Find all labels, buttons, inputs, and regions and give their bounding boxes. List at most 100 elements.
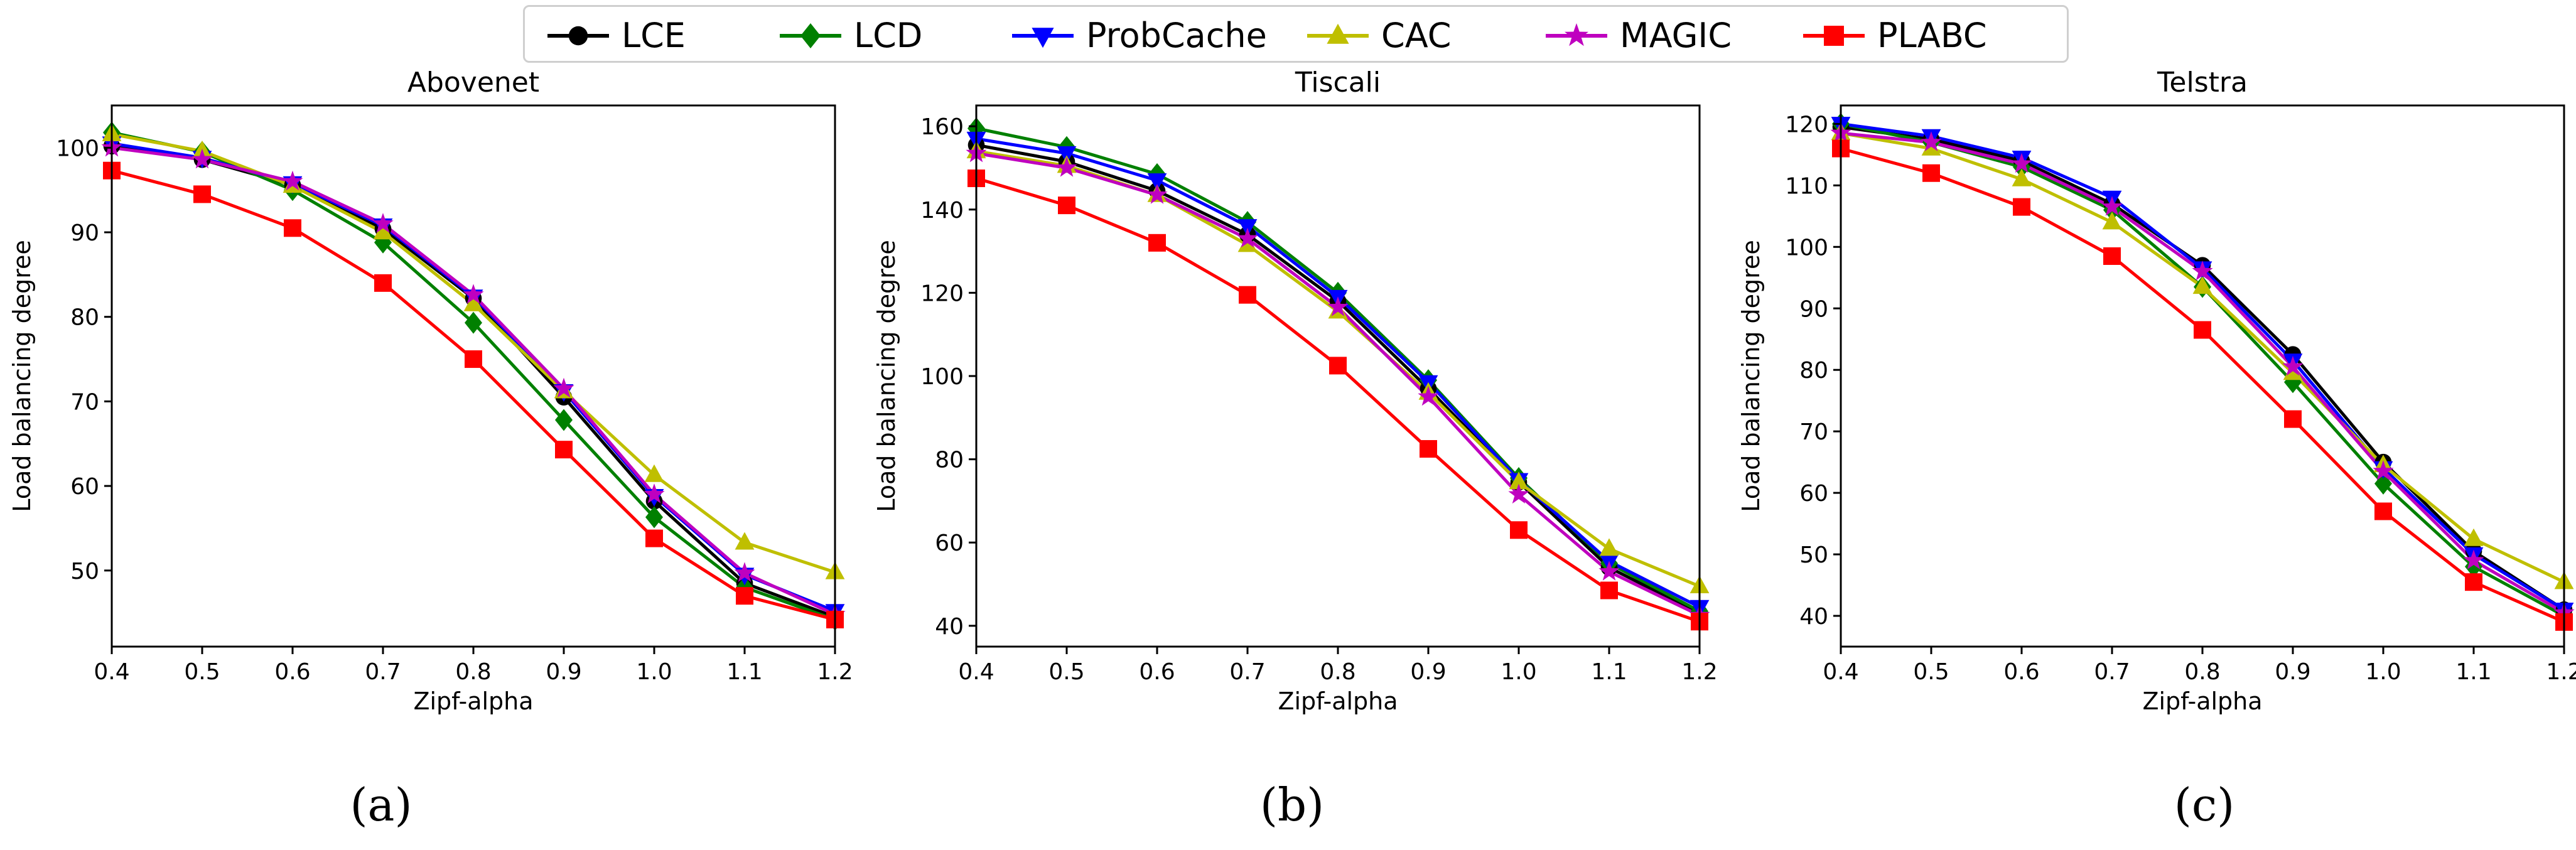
y-tick-label: 60 [1799, 481, 1828, 507]
caption-c: (c) [2174, 778, 2235, 831]
legend-marker-lce [568, 26, 588, 46]
y-tick-label: 160 [920, 114, 964, 140]
x-axis-title: Zipf-alpha [2142, 687, 2262, 715]
data-point-plabc [1420, 440, 1437, 458]
legend: LCE LCD ProbCache CAC MAGIC PLABC [523, 5, 2069, 63]
x-tick-label: 0.6 [274, 659, 310, 685]
y-tick-label: 90 [1799, 296, 1828, 322]
data-point-magic [1418, 385, 1439, 406]
subplot-title: Tiscali [1295, 67, 1381, 99]
data-point-cac [373, 222, 393, 240]
x-tick-label: 0.9 [546, 659, 581, 685]
y-tick-label: 40 [1799, 604, 1828, 630]
data-point-magic [372, 213, 394, 233]
legend-label-plabc: PLABC [1877, 16, 1987, 55]
data-point-probcache [1147, 173, 1167, 191]
data-point-magic [2011, 153, 2032, 173]
legend-label-lce: LCE [622, 16, 686, 55]
data-point-cac [463, 293, 483, 311]
x-tick-label: 0.5 [184, 659, 220, 685]
data-point-lcd [645, 506, 663, 529]
y-tick-label: 120 [920, 281, 964, 306]
y-axis-title: Load balancing degree [1737, 240, 1765, 512]
data-point-cac [1509, 471, 1529, 490]
data-point-plabc [2013, 198, 2030, 216]
data-point-magic [1146, 184, 1168, 204]
x-tick-label: 0.6 [1139, 659, 1175, 685]
x-tick-label: 1.1 [1591, 659, 1627, 685]
caption-a: (a) [350, 778, 412, 831]
x-tick-label: 0.8 [2184, 659, 2220, 685]
x-tick-label: 1.0 [636, 659, 672, 685]
x-tick-label: 1.2 [817, 659, 853, 685]
x-tick-label: 0.5 [1913, 659, 1949, 685]
x-tick-label: 0.4 [958, 659, 994, 685]
x-axis-title: Zipf-alpha [1278, 687, 1398, 715]
data-point-plabc [465, 350, 482, 369]
data-point-plabc [1600, 581, 1618, 600]
x-tick-label: 0.5 [1048, 659, 1084, 685]
x-tick-label: 0.9 [2275, 659, 2310, 685]
y-tick-label: 110 [1785, 173, 1828, 199]
plot-frame [1840, 104, 2565, 648]
y-tick-label: 140 [920, 198, 964, 223]
data-point-cac [1237, 234, 1258, 252]
data-point-plabc [2284, 410, 2302, 428]
data-point-magic [1327, 296, 1349, 316]
x-tick-label: 0.4 [94, 659, 129, 685]
data-point-magic [463, 284, 484, 304]
legend-marker-probcache [1032, 28, 1054, 48]
legend-marker-cac [1327, 23, 1349, 44]
legend-swatch-plabc [1803, 26, 1865, 46]
legend-swatch-lce [547, 26, 609, 46]
data-point-magic [644, 483, 665, 503]
y-tick-label: 50 [1799, 542, 1828, 568]
data-point-plabc [374, 274, 392, 292]
series-line-cac [1840, 131, 2565, 584]
data-point-plabc [1922, 164, 1940, 182]
data-point-plabc [2465, 573, 2482, 591]
data-point-plabc [1510, 521, 1528, 539]
x-tick-label: 1.0 [2365, 659, 2401, 685]
data-point-plabc [1058, 196, 1075, 215]
subplot-title: Abovenet [407, 67, 539, 99]
subplot-title: Telstra [2157, 67, 2248, 99]
data-point-magic [2101, 196, 2123, 216]
legend-swatch-lcd [780, 23, 841, 48]
data-point-magic [191, 148, 213, 169]
legend-label-cac: CAC [1381, 16, 1452, 55]
x-tick-label: 1.1 [726, 659, 762, 685]
series-line-magic [1840, 131, 2565, 615]
y-tick-label: 100 [56, 136, 99, 161]
data-point-plabc [2194, 321, 2211, 339]
x-tick-label: 0.8 [455, 659, 491, 685]
data-point-cac [735, 532, 755, 550]
data-point-magic [1921, 131, 1942, 151]
x-tick-label: 0.6 [2003, 659, 2039, 685]
y-tick-label: 60 [70, 474, 99, 500]
data-point-cac [2464, 528, 2484, 546]
legend-marker-plabc [1824, 26, 1844, 46]
y-axis-title: Load balancing degree [8, 240, 36, 512]
data-point-plabc [1239, 286, 1256, 304]
data-point-magic [2463, 549, 2484, 569]
legend-label-lcd: LCD [854, 16, 923, 55]
legend-swatch-probcache [1012, 28, 1074, 48]
y-tick-label: 100 [1785, 235, 1828, 261]
x-tick-label: 1.2 [1681, 659, 1717, 685]
data-point-magic [1508, 483, 1529, 504]
data-point-magic [1056, 157, 1077, 177]
y-tick-label: 70 [70, 389, 99, 415]
data-point-plabc [2103, 247, 2121, 265]
legend-swatch-magic [1546, 23, 1607, 46]
legend-label-magic: MAGIC [1620, 16, 1732, 55]
x-tick-label: 1.0 [1501, 659, 1536, 685]
x-tick-label: 0.7 [365, 659, 401, 685]
data-point-lcd [465, 311, 482, 334]
legend-marker-magic [1565, 23, 1588, 46]
x-axis-title: Zipf-alpha [413, 687, 533, 715]
data-point-magic [1237, 227, 1258, 248]
